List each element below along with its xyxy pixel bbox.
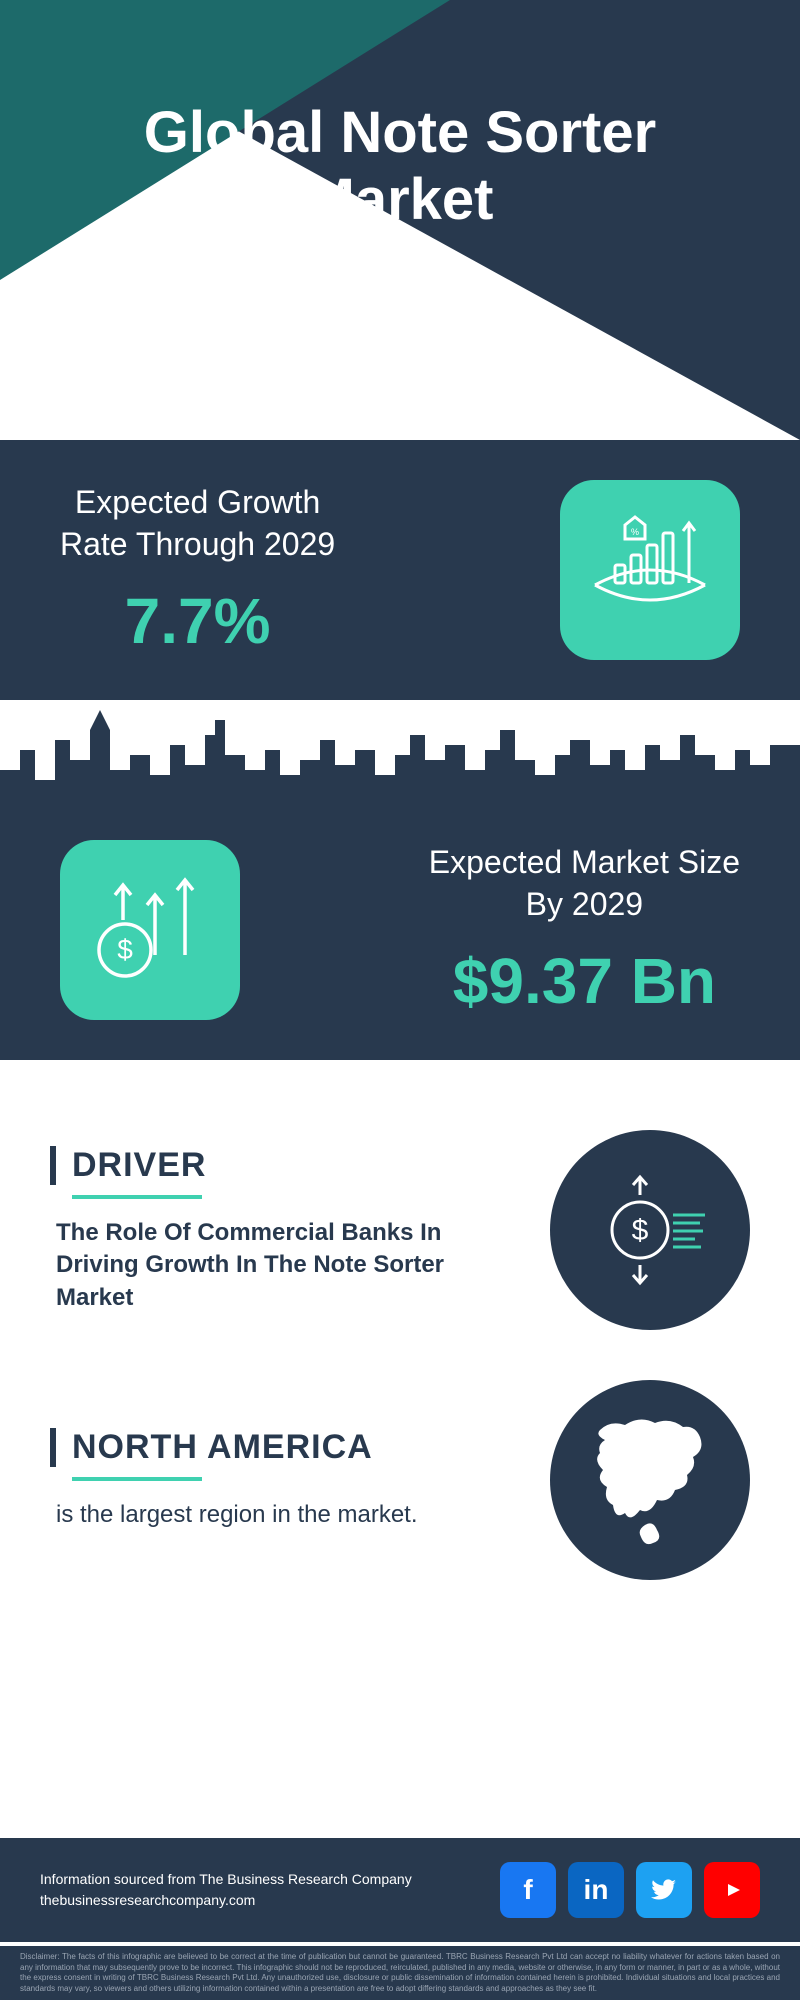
facebook-icon[interactable]: f (500, 1862, 556, 1918)
footer-line1: Information sourced from The Business Re… (40, 1871, 412, 1887)
growth-chart-icon: % (560, 480, 740, 660)
footer-credit: Information sourced from The Business Re… (40, 1869, 412, 1911)
driver-body: The Role Of Commercial Banks In Driving … (50, 1217, 520, 1314)
stat-size-value: $9.37 Bn (429, 944, 740, 1018)
youtube-icon[interactable] (704, 1862, 760, 1918)
stat2-label-line1: Expected Market Size (429, 844, 740, 880)
stat-size-label: Expected Market Size By 2029 (429, 842, 740, 925)
stat2-label-line2: By 2029 (526, 886, 643, 922)
linkedin-icon[interactable]: in (568, 1862, 624, 1918)
title-line-2: Market (307, 167, 494, 232)
stat-growth-rate: Expected Growth Rate Through 2029 7.7% % (0, 440, 800, 700)
svg-text:%: % (631, 527, 639, 537)
region-underline (72, 1477, 202, 1481)
disclaimer-text: Disclaimer: The facts of this infographi… (0, 1946, 800, 2000)
region-heading: NORTH AMERICA (50, 1428, 520, 1467)
title-line-1: Global Note Sorter (144, 100, 656, 165)
stat-market-size: $ Expected Market Size By 2029 $9.37 Bn (0, 820, 800, 1060)
header-banner: Global Note Sorter Market (0, 0, 800, 440)
region-text: NORTH AMERICA is the largest region in t… (50, 1428, 520, 1531)
driver-underline (72, 1195, 202, 1199)
skyline-divider (0, 700, 800, 820)
stat-growth-text: Expected Growth Rate Through 2029 7.7% (60, 482, 335, 657)
driver-section: DRIVER The Role Of Commercial Banks In D… (0, 1090, 800, 1340)
page-title: Global Note Sorter Market (0, 100, 800, 233)
stat-growth-label: Expected Growth Rate Through 2029 (60, 482, 335, 565)
svg-text:$: $ (117, 934, 133, 965)
money-arrows-icon: $ (60, 840, 240, 1020)
driver-text: DRIVER The Role Of Commercial Banks In D… (50, 1146, 520, 1314)
stat-growth-value: 7.7% (60, 584, 335, 658)
stat-size-text: Expected Market Size By 2029 $9.37 Bn (429, 842, 740, 1017)
region-body: is the largest region in the market. (50, 1499, 520, 1531)
stat1-label-line1: Expected Growth (75, 484, 320, 520)
twitter-icon[interactable] (636, 1862, 692, 1918)
footer-line2: thebusinessresearchcompany.com (40, 1892, 255, 1908)
svg-text:$: $ (632, 1214, 649, 1247)
region-section: NORTH AMERICA is the largest region in t… (0, 1340, 800, 1590)
social-links: f in (500, 1862, 760, 1918)
footer-bar: Information sourced from The Business Re… (0, 1838, 800, 1942)
driver-heading: DRIVER (50, 1146, 520, 1185)
north-america-icon (550, 1380, 750, 1580)
transaction-icon: $ (550, 1130, 750, 1330)
stat1-label-line2: Rate Through 2029 (60, 526, 335, 562)
